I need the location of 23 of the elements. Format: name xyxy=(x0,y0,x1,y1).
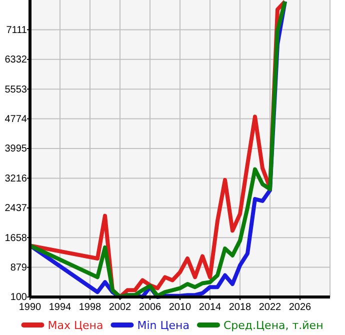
x-tick-label: 2010 xyxy=(168,302,192,314)
legend-label: Min Цена xyxy=(137,319,190,332)
y-tick-label: 879 xyxy=(10,262,28,274)
legend-label: Max Цена xyxy=(48,319,104,332)
x-tick-label: 2014 xyxy=(198,302,222,314)
y-tick-label: 7111 xyxy=(6,24,28,36)
x-tick-label: 2026 xyxy=(288,302,312,314)
x-tick-label: 1994 xyxy=(48,302,72,314)
y-tick-label: 1658 xyxy=(4,232,28,244)
x-tick-label: 2018 xyxy=(228,302,252,314)
x-tick-label: 1990 xyxy=(18,302,42,314)
y-tick-label: 100 xyxy=(10,292,28,304)
y-tick-label: 3995 xyxy=(4,144,28,155)
y-tick-label: 5553 xyxy=(4,84,28,96)
legend-label: Сред.Цена, т.йен xyxy=(223,319,324,332)
y-tick-label: 4774 xyxy=(4,114,28,125)
y-tick-label: 3216 xyxy=(4,173,28,184)
x-tick-label: 2006 xyxy=(138,302,162,314)
x-tick-label: 2002 xyxy=(108,302,132,314)
x-tick-label: 2022 xyxy=(258,302,282,314)
y-tick-label: 2437 xyxy=(4,203,28,214)
y-tick-label: 6332 xyxy=(4,54,28,66)
x-tick-label: 1998 xyxy=(78,302,102,314)
